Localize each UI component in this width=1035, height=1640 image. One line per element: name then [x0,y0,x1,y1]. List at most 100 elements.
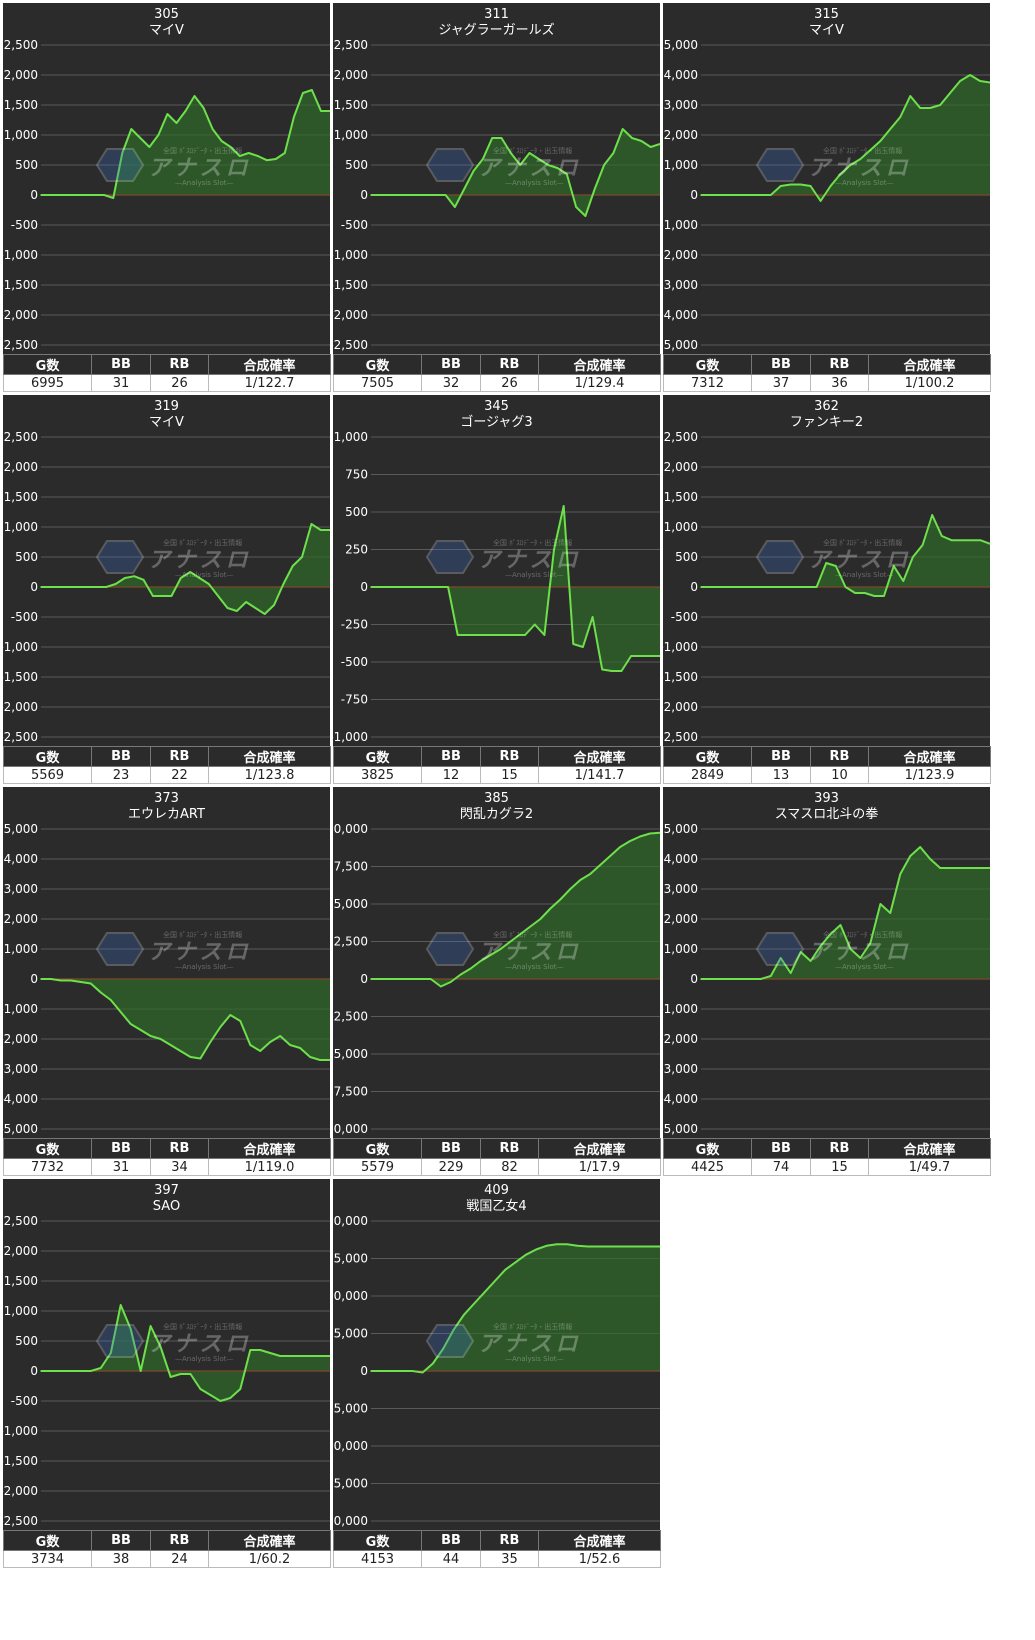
stats-header: RB [150,746,209,767]
svg-text:アナスロ: アナスロ [478,156,582,181]
data-point [449,981,452,983]
machine-name: ジャグラーガールズ [438,23,555,38]
data-point [535,1248,537,1251]
data-point [426,194,428,196]
y-tick-label: 5,000 [664,38,698,52]
svg-text:—Analysis Slot—: —Analysis Slot— [175,963,233,971]
data-point [611,670,613,672]
data-point [452,1329,455,1331]
data-point [86,586,89,588]
data-point [799,183,802,186]
stat-probability: 1/141.7 [538,766,661,784]
data-point [193,95,196,97]
data-point [979,867,981,869]
data-point [90,1370,92,1372]
y-tick-label: -250 [341,618,368,632]
stats-header: G数 [663,1138,752,1159]
data-point [293,116,295,118]
data-point [859,957,862,959]
data-point [60,1370,62,1372]
data-point [129,1023,132,1025]
stat-bb: 31 [91,1158,151,1176]
y-tick-label: -1,000 [3,248,38,262]
svg-text:全国 ﾎﾟｽﾛﾃﾞｰﾀ・出玉情報: 全国 ﾎﾟｽﾛﾃﾞｰﾀ・出玉情報 [493,930,572,939]
svg-text:アナスロ: アナスロ [478,1332,582,1357]
data-point [152,595,154,597]
data-point [829,933,832,935]
y-tick-label: 2,500 [334,935,368,949]
y-tick-label: 0 [690,972,698,986]
data-point [269,1352,272,1354]
y-tick-label: -20,000 [333,1514,368,1528]
stat-rb: 82 [480,1158,539,1176]
data-point [130,128,133,130]
data-point [579,879,582,881]
data-point [912,556,914,558]
data-point [149,1325,152,1327]
chart-panel: 2,500 2,000 1,500 1,000 500 0 -500 -1,000 -1,500… [3,1179,331,1568]
data-point [819,200,822,202]
data-point [601,668,603,671]
y-tick-label: 3,000 [664,882,698,896]
y-tick-label: -500 [11,218,38,232]
data-point [142,579,145,581]
data-point [407,194,410,196]
stat-rb: 36 [810,374,869,392]
data-point [700,978,702,980]
data-point [825,562,827,564]
data-point [640,140,643,142]
stats-table: G数 BB RB 合成確率 4153 44 35 1/52.6 [333,1530,661,1568]
data-point [309,1355,311,1357]
data-point [259,1349,262,1351]
stat-rb: 26 [150,374,209,392]
y-tick-label: 20,000 [333,1214,368,1228]
data-point [553,548,555,551]
data-point [189,571,191,573]
svg-text:アナスロ: アナスロ [148,156,252,181]
machine-name: スマスロ北斗の拳 [774,807,879,822]
data-point [849,164,852,166]
stat-probability: 1/52.6 [538,1550,661,1568]
stats-header: 合成確率 [538,354,661,375]
data-point [710,978,712,980]
stat-games: 7505 [333,374,422,392]
y-tick-label: 1,000 [4,942,38,956]
data-point [630,655,632,657]
machine-name: 戦国乙女4 [466,1199,527,1214]
stats-header: G数 [333,746,422,767]
y-tick-label: -500 [11,1394,38,1408]
data-point [549,907,552,910]
data-point [275,158,277,160]
data-point [180,577,182,579]
stats-header: 合成確率 [868,1138,991,1159]
data-point [844,586,847,588]
data-point [249,1349,252,1351]
data-point [514,1261,517,1264]
y-tick-label: -7,500 [333,1085,368,1099]
data-point [873,595,876,597]
data-point [572,643,575,645]
chart-panel: 2,500 2,000 1,500 1,000 500 0 -500 -1,000 -1,500… [3,3,331,392]
data-point [748,586,750,588]
data-point [700,194,702,196]
data-point [566,1243,568,1246]
y-tick-label: 10,000 [333,822,368,836]
data-point [649,655,652,657]
stats-header: RB [150,354,209,375]
data-point [869,942,872,944]
data-point [76,194,78,196]
svg-text:アナスロ: アナスロ [148,1332,252,1357]
svg-text:全国 ﾎﾟｽﾛﾃﾞｰﾀ・出玉情報: 全国 ﾎﾟｽﾛﾃﾞｰﾀ・出玉情報 [163,146,242,155]
svg-text:アナスロ: アナスロ [478,940,582,965]
data-point [239,1388,242,1390]
data-point [40,1370,42,1372]
data-point [525,1254,527,1256]
data-point [279,1035,282,1037]
data-point [418,586,420,588]
data-point [169,1376,172,1378]
data-point [133,575,135,577]
data-point [562,505,565,507]
data-point [959,80,961,82]
y-tick-label: -1,500 [3,1454,38,1468]
data-point [266,159,268,161]
